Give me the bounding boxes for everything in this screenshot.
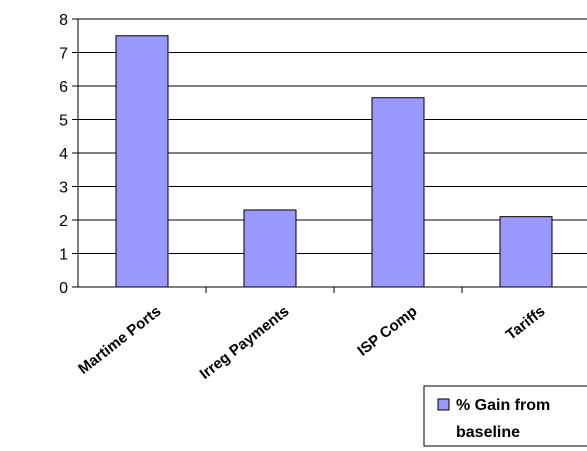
bars <box>115 35 553 288</box>
bar-isp-comp <box>371 97 425 288</box>
legend-label-line-2: baseline <box>456 424 520 441</box>
y-tick-label: 3 <box>59 180 68 197</box>
legend-swatch <box>437 398 450 411</box>
y-tick-label: 8 <box>59 12 68 29</box>
bar-tariffs <box>499 216 553 288</box>
legend: % Gain from baseline <box>423 385 587 447</box>
y-tick-label: 2 <box>59 213 68 230</box>
axes <box>72 18 587 293</box>
bar-martime-ports <box>115 35 169 288</box>
legend-label-line-1: % Gain from <box>456 397 550 414</box>
bar-irreg-payments <box>243 209 297 288</box>
y-axis-tick-labels: 0 1 2 3 4 5 6 7 8 <box>59 12 68 297</box>
y-tick-label: 4 <box>59 146 68 163</box>
x-category-label: Irreg Payments <box>197 303 293 383</box>
y-tick-label: 6 <box>59 79 68 96</box>
legend-box <box>423 385 587 447</box>
x-axis-category-labels: Martime Ports Irreg Payments ISP Comp Tarif… <box>75 303 548 383</box>
x-category-label: Martime Ports <box>75 303 164 378</box>
x-category-label: ISP Comp <box>354 303 420 360</box>
x-category-label: Tariffs <box>503 303 549 344</box>
y-tick-label: 0 <box>59 280 68 297</box>
y-tick-label: 5 <box>59 113 68 130</box>
y-tick-label: 7 <box>59 46 68 63</box>
y-tick-label: 1 <box>59 247 68 264</box>
